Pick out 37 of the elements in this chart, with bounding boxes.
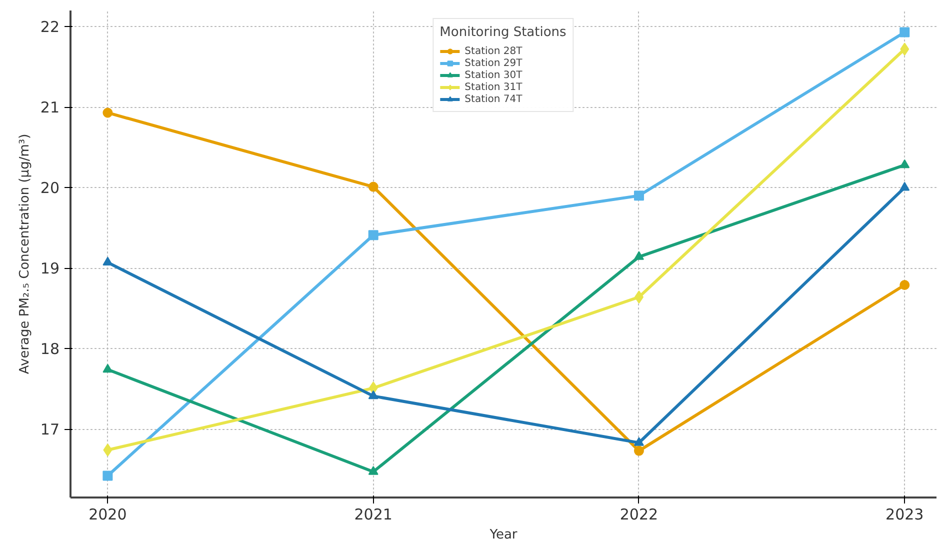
- legend-label: Station 74T: [464, 93, 522, 105]
- y-tick-label: 21: [40, 98, 60, 117]
- point: [900, 42, 910, 56]
- point: [368, 230, 378, 240]
- x-tick-label: 2021: [354, 506, 392, 524]
- y-tick-label: 20: [40, 179, 60, 198]
- legend-label: Station 28T: [464, 45, 522, 57]
- point: [900, 182, 910, 191]
- point: [102, 470, 113, 481]
- point: [900, 159, 910, 168]
- y-tick-label: 18: [40, 340, 60, 358]
- legend-label: Station 31T: [464, 81, 522, 93]
- point: [102, 108, 113, 118]
- point: [102, 364, 113, 373]
- point: [368, 466, 378, 475]
- point: [634, 251, 644, 260]
- point: [634, 446, 644, 456]
- point: [900, 280, 910, 290]
- point: [102, 256, 113, 266]
- x-tick-label: 2020: [88, 506, 127, 524]
- point: [368, 182, 378, 192]
- y-axis-title: Average PM₂.₅ Concentration (µg/m³): [17, 134, 32, 374]
- point: [634, 437, 644, 446]
- y-tick-label: 19: [40, 260, 60, 278]
- point: [900, 27, 910, 38]
- legend-label: Station 29T: [464, 57, 522, 69]
- x-tick-label: 2022: [620, 506, 658, 524]
- point: [103, 444, 112, 457]
- legend-title: Monitoring Stations: [440, 25, 566, 40]
- point: [634, 190, 644, 201]
- x-axis-title: Year: [488, 528, 518, 542]
- legend-label: Station 30T: [464, 69, 522, 81]
- point: [634, 290, 644, 304]
- y-tick-label: 17: [40, 420, 60, 439]
- point: [368, 390, 378, 400]
- x-tick-label: 2023: [886, 506, 924, 524]
- y-tick-label: 22: [40, 18, 60, 36]
